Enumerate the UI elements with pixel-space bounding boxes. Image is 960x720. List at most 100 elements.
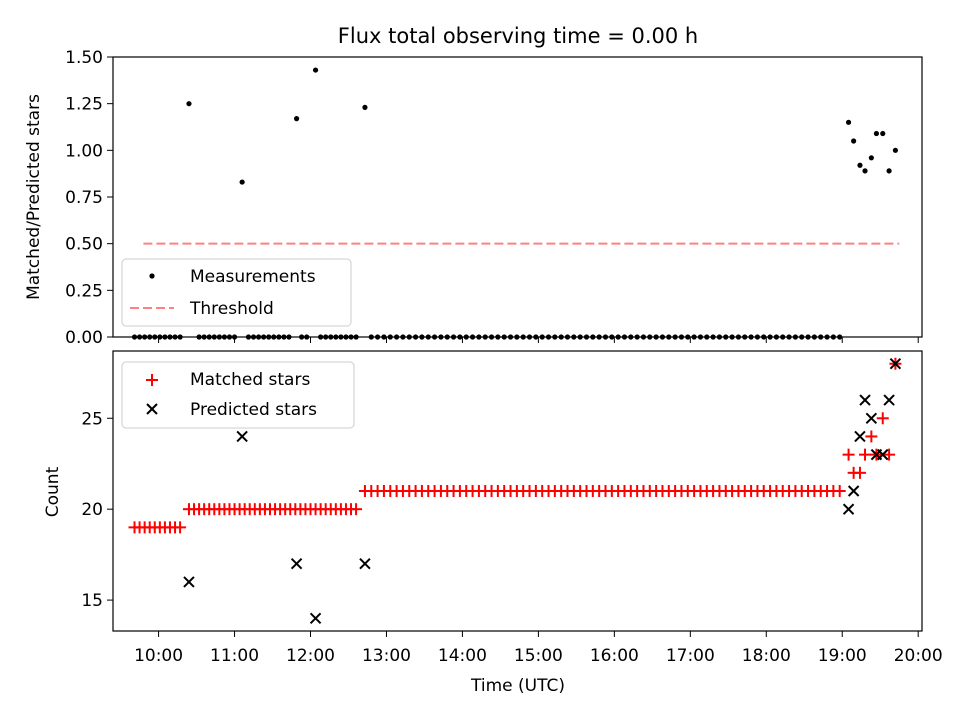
measurement-point: [157, 334, 163, 340]
top-y-tick-label: 0.75: [65, 188, 103, 208]
legend-label-predicted: Predicted stars: [190, 400, 317, 420]
measurement-point: [293, 116, 300, 122]
measurement-point: [318, 334, 324, 340]
legend-label-measurements: Measurements: [190, 267, 316, 287]
top-y-tick-label: 0.50: [65, 235, 103, 255]
measurement-point: [276, 334, 282, 340]
measurement-point: [558, 334, 564, 340]
x-tick-label: 13:00: [362, 646, 411, 666]
matched-point: [174, 521, 187, 534]
measurement-point: [142, 334, 148, 340]
measurement-point: [868, 155, 874, 161]
measurement-point: [818, 334, 824, 340]
bottom-legend: Matched stars Predicted stars: [121, 361, 355, 429]
matched-point: [833, 485, 846, 497]
bottom-plot-frame: [112, 350, 923, 632]
legend-label-matched: Matched stars: [190, 370, 310, 390]
predicted-point: [865, 412, 878, 424]
measurement-point: [892, 147, 899, 153]
measurement-point: [786, 334, 792, 340]
predicted-point: [183, 576, 195, 588]
measurement-point: [255, 334, 262, 340]
measurement-point: [353, 334, 359, 340]
measurement-point: [754, 334, 761, 340]
measurement-point: [628, 334, 634, 340]
bottom-y-tick-label: 25: [81, 409, 103, 429]
predicted-point: [842, 503, 855, 515]
x-tick-label: 17:00: [666, 646, 715, 666]
measurement-point: [239, 179, 245, 185]
measurement-point: [419, 334, 425, 340]
measurement-point: [375, 334, 381, 340]
measurement-point: [672, 334, 678, 340]
x-tick-label: 12:00: [286, 646, 335, 666]
measurement-point: [444, 334, 450, 340]
legend-marker-matched: [146, 374, 158, 386]
measurement-point: [206, 334, 212, 340]
measurement-point: [245, 334, 252, 340]
x-tick-label: 10:00: [134, 646, 183, 666]
measurement-point: [678, 334, 685, 340]
x-tick-label: 19:00: [818, 646, 867, 666]
measurement-point: [761, 334, 767, 340]
legend-marker-measurements: [149, 273, 155, 279]
measurement-point: [666, 334, 672, 340]
bottom-panel: 15 20 25 10:00 11:00 12:00 13:00 14:00 15:00 16:…: [43, 350, 943, 696]
top-y-ticks: 0.00 0.25 0.50 0.75 1.00 1.25 1.50: [65, 48, 113, 348]
x-tick-label: 18:00: [742, 646, 791, 666]
matched-point: [842, 448, 855, 461]
top-y-tick-label: 1.25: [65, 95, 103, 115]
x-tick-label: 16:00: [590, 646, 639, 666]
predicted-point: [359, 558, 371, 570]
measurement-point: [571, 334, 577, 340]
measurement-point: [221, 334, 228, 340]
measurement-point: [773, 334, 780, 340]
measurement-point: [577, 334, 583, 340]
measurement-point: [231, 334, 238, 340]
measurement-point: [400, 334, 406, 340]
measurement-point: [767, 334, 773, 340]
measurement-point: [362, 104, 368, 110]
measurement-point: [685, 334, 691, 340]
measurement-point: [653, 334, 659, 340]
top-y-tick-label: 0.00: [65, 328, 103, 348]
predicted-point: [889, 358, 902, 370]
measurement-point: [609, 334, 615, 340]
predicted-point: [854, 430, 866, 443]
measurement-point: [735, 334, 742, 340]
predicted-point: [859, 394, 871, 406]
measurement-point: [742, 334, 748, 340]
measurement-point: [857, 162, 863, 168]
measurement-point: [583, 334, 590, 340]
measurement-point: [167, 334, 173, 340]
top-panel: Flux total observing time = 0.00 h 0.000…: [24, 24, 923, 348]
measurement-point: [348, 334, 354, 340]
measurement-point: [387, 334, 393, 340]
matched-point: [883, 448, 896, 461]
measurement-point: [545, 334, 552, 340]
measurement-point: [368, 334, 374, 340]
measurement-point: [526, 334, 533, 340]
measurement-point: [862, 168, 868, 174]
matched-point: [865, 430, 878, 443]
measurement-point: [450, 334, 457, 340]
measurement-point: [729, 334, 735, 340]
measurement-point: [716, 334, 723, 340]
measurement-point: [837, 334, 843, 340]
measurement-point: [659, 334, 666, 340]
measurement-point: [281, 334, 287, 340]
measurement-point: [266, 334, 272, 340]
measurement-point: [393, 334, 400, 340]
bottom-y-tick-label: 15: [81, 591, 103, 611]
measurement-point: [880, 130, 886, 137]
measurement-point: [634, 334, 640, 340]
measurement-point: [792, 334, 798, 340]
measurement-point: [824, 334, 830, 340]
legend-label-threshold: Threshold: [189, 299, 274, 319]
measurement-point: [211, 334, 217, 340]
top-marks: [131, 67, 900, 340]
x-axis-label: Time (UTC): [470, 676, 565, 696]
measurement-point: [312, 67, 319, 73]
measurement-point: [691, 334, 697, 340]
